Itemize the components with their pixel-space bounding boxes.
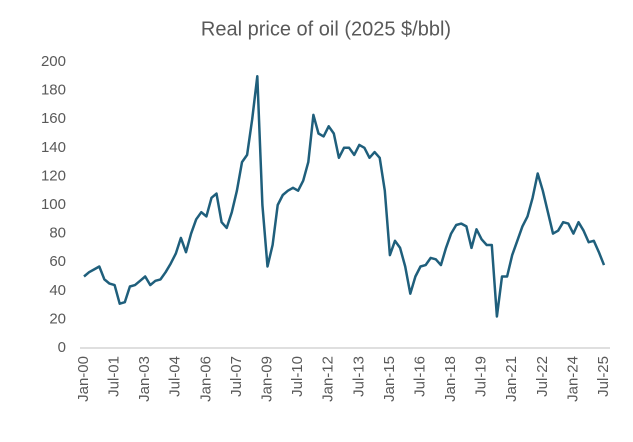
x-tick-label: Jan-03 — [136, 356, 153, 402]
data-line — [83, 75, 606, 318]
x-tick-label: Jan-06 — [197, 356, 214, 402]
y-tick-label: 180 — [41, 82, 66, 99]
x-tick-label: Jul-19 — [473, 356, 490, 397]
x-tick-label: Jul-22 — [534, 356, 551, 397]
x-tick-label: Jan-24 — [564, 356, 581, 402]
x-tick-label: Jan-18 — [442, 356, 459, 402]
x-tick-label: Jan-09 — [258, 356, 275, 402]
y-tick-label: 160 — [41, 110, 66, 127]
y-tick-label: 200 — [41, 53, 66, 70]
x-tick-label: Jul-07 — [228, 356, 245, 397]
x-tick-label: Jul-13 — [350, 356, 367, 397]
x-tick-label: Jul-25 — [595, 356, 612, 397]
x-tick-label: Jan-12 — [320, 356, 337, 402]
x-tick-label: Jul-16 — [411, 356, 428, 397]
chart-title: Real price of oil (2025 $/bbl) — [201, 18, 451, 40]
x-tick-label: Jan-21 — [503, 356, 520, 402]
y-tick-label: 80 — [49, 225, 66, 242]
y-tick-label: 100 — [41, 196, 66, 213]
x-tick-label: Jul-04 — [167, 356, 184, 397]
y-tick-label: 120 — [41, 167, 66, 184]
x-tick-label: Jan-00 — [75, 356, 92, 402]
x-tick-label: Jul-01 — [106, 356, 123, 397]
y-tick-label: 140 — [41, 139, 66, 156]
x-tick-label: Jul-10 — [289, 356, 306, 397]
x-tick-label: Jan-15 — [381, 356, 398, 402]
y-tick-label: 40 — [49, 282, 66, 299]
y-tick-label: 0 — [58, 339, 66, 356]
y-tick-label: 60 — [49, 253, 66, 270]
y-tick-label: 20 — [49, 310, 66, 327]
